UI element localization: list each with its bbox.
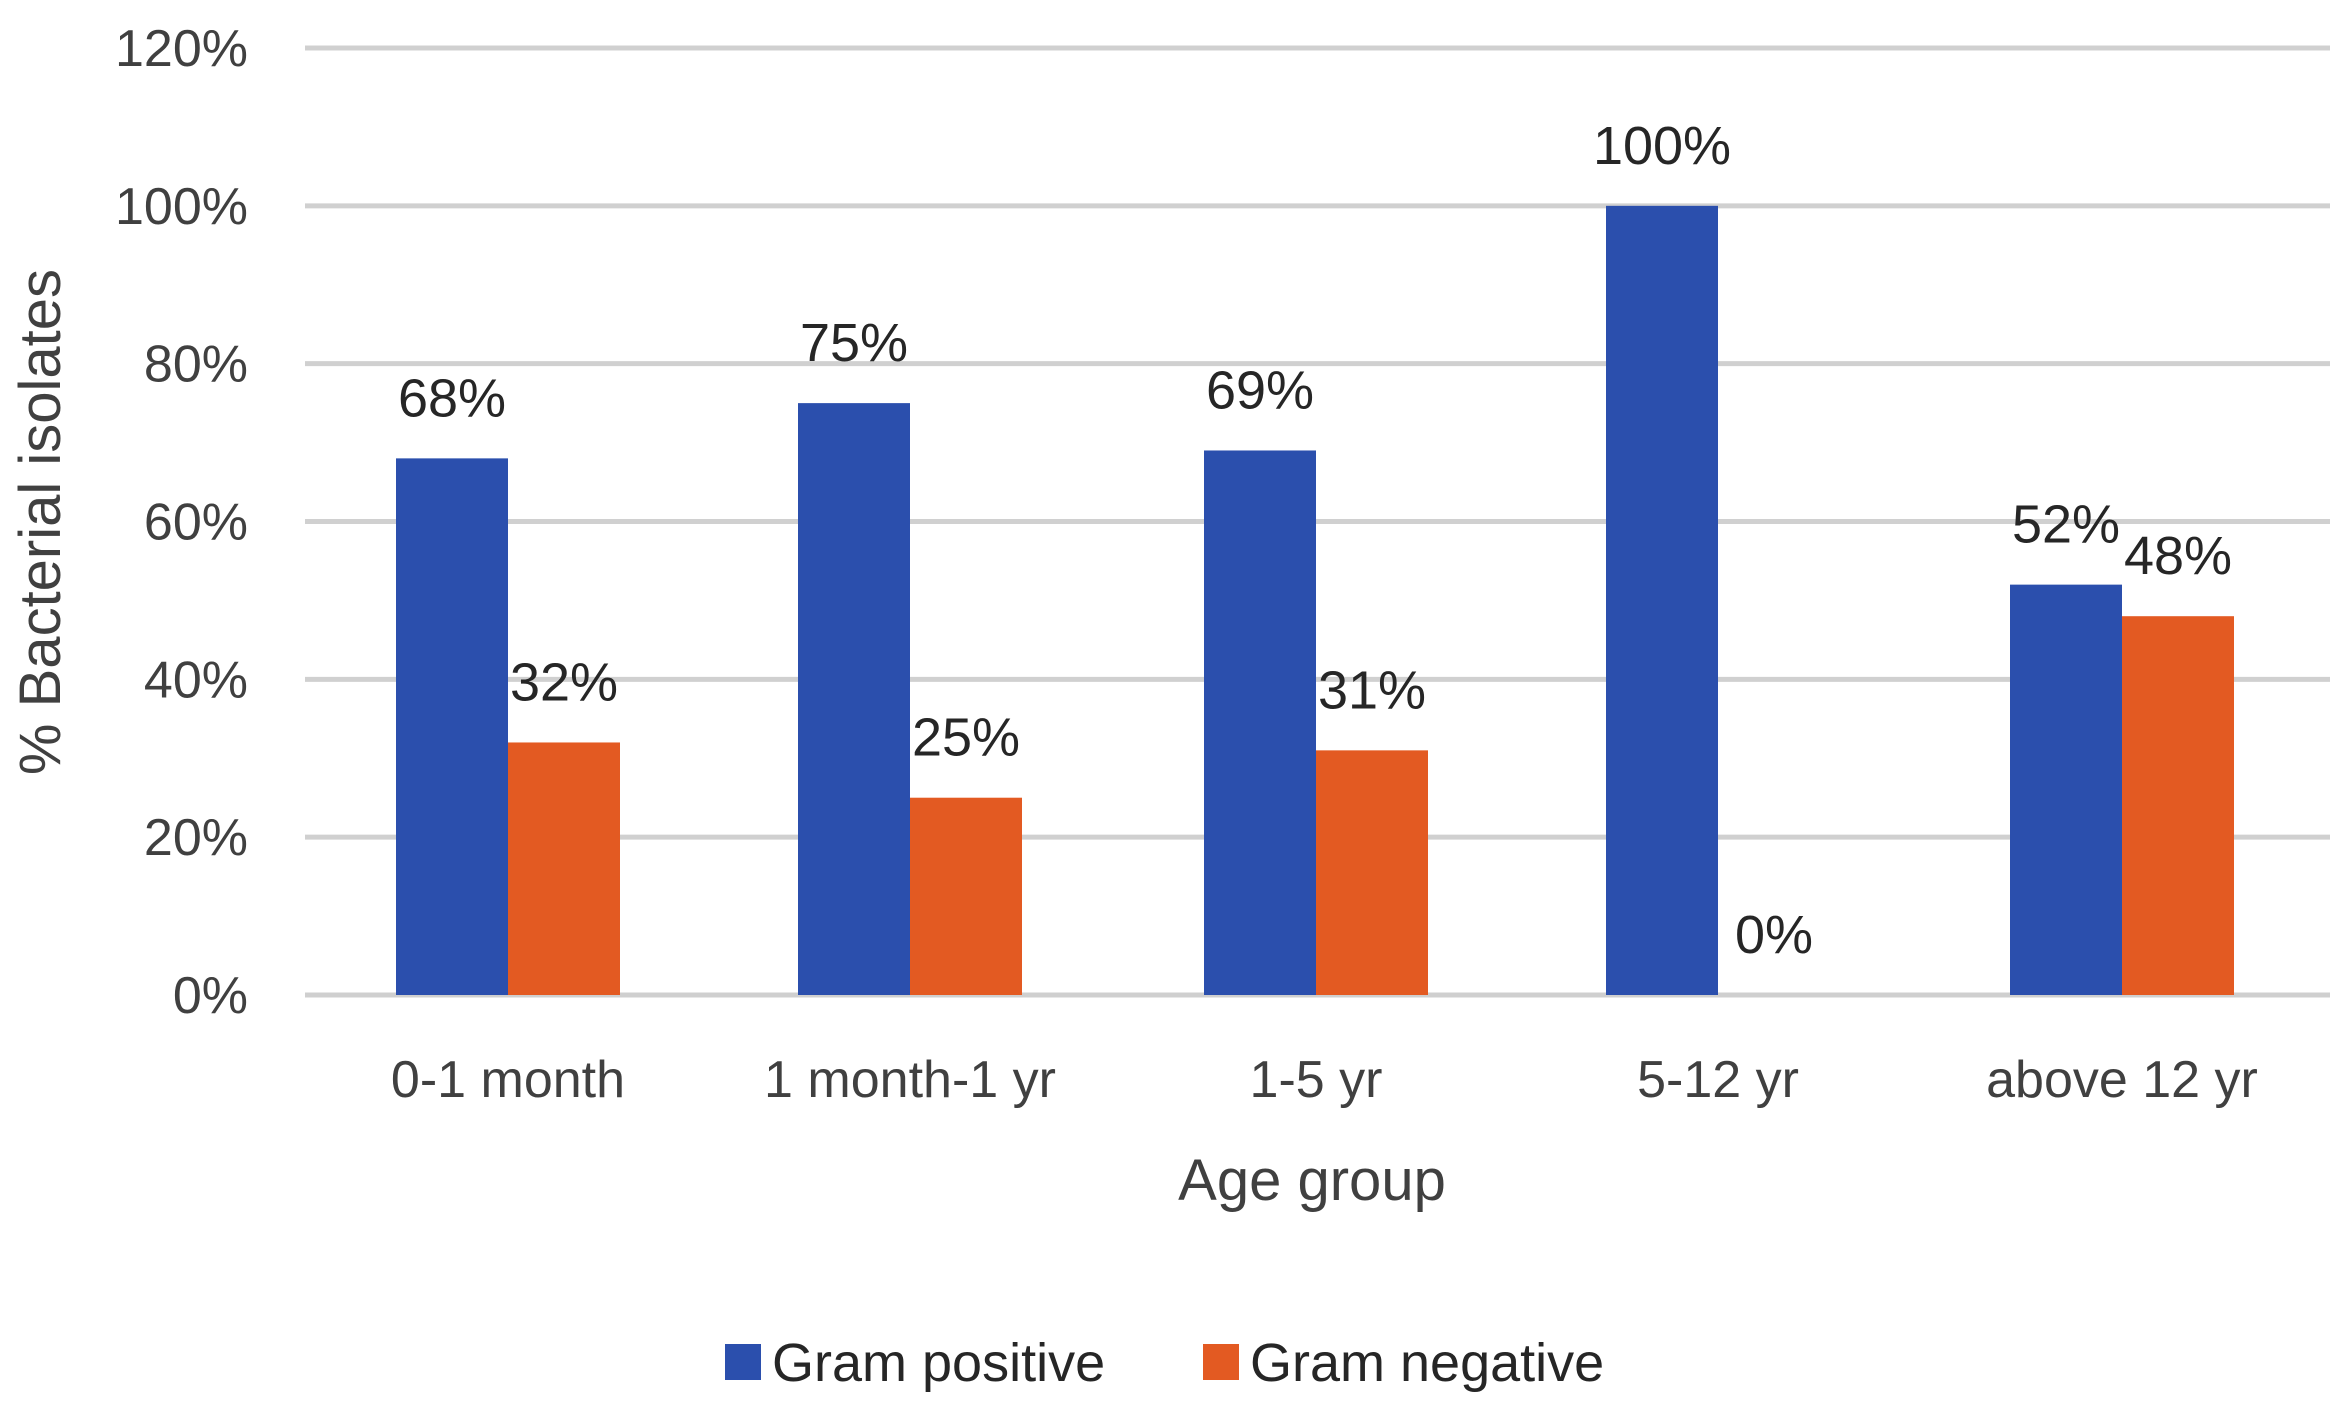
x-tick-label: 0-1 month xyxy=(391,1051,625,1109)
x-tick-label: 1 month-1 yr xyxy=(764,1051,1056,1109)
x-tick-label: 5-12 yr xyxy=(1637,1051,1799,1109)
bar-gram-positive xyxy=(798,403,910,995)
data-label: 52% xyxy=(2012,495,2120,555)
y-tick-label: 100% xyxy=(115,178,248,236)
data-label: 25% xyxy=(912,708,1020,768)
x-axis-title: Age group xyxy=(1178,1148,1446,1213)
x-tick-label: above 12 yr xyxy=(1986,1051,2258,1109)
data-label: 31% xyxy=(1318,660,1426,720)
bar-gram-positive xyxy=(2010,584,2122,995)
legend: Gram positive Gram negative xyxy=(725,1333,1604,1393)
data-label: 100% xyxy=(1593,116,1731,176)
bar-gram-positive xyxy=(1204,450,1316,996)
x-tick-label: 1-5 yr xyxy=(1250,1051,1383,1109)
y-tick-label: 80% xyxy=(144,336,248,394)
y-tick-label: 40% xyxy=(144,651,248,709)
legend-label: Gram negative xyxy=(1250,1333,1604,1393)
x-tick-labels: 0-1 month 1 month-1 yr 1-5 yr 5-12 yr above … xyxy=(391,1051,2258,1109)
bar-gram-positive xyxy=(396,458,508,995)
data-label: 0% xyxy=(1735,905,1813,965)
data-label: 32% xyxy=(510,652,618,712)
data-label: 68% xyxy=(398,368,506,428)
bar-gram-negative xyxy=(1316,750,1428,995)
bar-gram-negative xyxy=(508,742,620,995)
data-label: 48% xyxy=(2124,526,2232,586)
y-tick-label: 60% xyxy=(144,494,248,552)
legend-swatch xyxy=(1203,1344,1239,1380)
y-tick-labels: 0% 20% 40% 60% 80% 100% 120% xyxy=(115,20,248,1025)
data-labels: 68% 32% 75% 25% 69% 31% 100% 0% 52%48% xyxy=(398,116,2232,965)
bar-gram-negative xyxy=(910,797,1022,995)
data-label: 69% xyxy=(1206,360,1314,420)
y-tick-label: 20% xyxy=(144,809,248,867)
data-label: 75% xyxy=(800,313,908,373)
bar-gram-positive xyxy=(1606,205,1718,996)
legend-label: Gram positive xyxy=(772,1333,1105,1393)
y-tick-label: 120% xyxy=(115,20,248,78)
y-tick-label: 0% xyxy=(173,967,248,1025)
legend-swatch xyxy=(725,1344,761,1380)
bars xyxy=(396,205,2234,996)
y-axis-title: % Bacterial isolates xyxy=(8,269,73,775)
bar-gram-negative xyxy=(2122,616,2234,995)
gridlines xyxy=(305,45,2330,998)
